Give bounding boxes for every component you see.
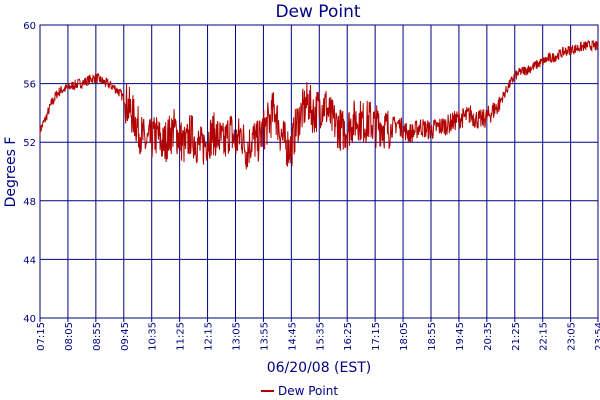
y-tick-label: 56 xyxy=(23,80,36,91)
y-tick-label: 48 xyxy=(23,197,36,208)
x-tick-label: 15:35 xyxy=(315,322,326,351)
legend-label-dew-point: Dew Point xyxy=(278,384,338,398)
x-tick-label: 12:15 xyxy=(204,322,215,351)
x-tick-label: 11:25 xyxy=(176,322,187,351)
x-axis-ticks: 07:15 08:05 08:55 09:45 10:35 11:25 12:15 13:05… xyxy=(36,322,600,351)
x-tick-label: 13:05 xyxy=(231,322,242,351)
x-tick-label: 08:05 xyxy=(64,322,75,351)
x-tick-label: 09:45 xyxy=(120,322,131,351)
plot-area-frame xyxy=(39,24,599,319)
x-tick-label: 14:45 xyxy=(287,322,298,351)
x-tick-label: 18:05 xyxy=(399,322,410,351)
x-tick-label: 19:45 xyxy=(455,322,466,351)
chart-grid xyxy=(39,24,599,322)
x-tick-label: 08:55 xyxy=(92,322,103,351)
x-tick-label: 13:55 xyxy=(259,322,270,351)
x-tick-label: 23:54 xyxy=(594,322,600,351)
y-tick-label: 40 xyxy=(23,314,36,325)
x-tick-label: 22:15 xyxy=(539,322,550,351)
y-axis-ticks: 40 44 48 52 56 60 xyxy=(23,21,36,325)
chart-legend: Dew Point xyxy=(261,384,338,398)
chart-title: Dew Point xyxy=(275,2,360,22)
x-tick-label: 20:35 xyxy=(483,322,494,351)
x-tick-label: 17:15 xyxy=(371,322,382,351)
x-tick-label: 10:35 xyxy=(148,322,159,351)
y-axis-label: Degrees F xyxy=(3,137,19,208)
x-tick-label: 23:05 xyxy=(567,322,578,351)
y-tick-label: 44 xyxy=(23,255,36,266)
y-tick-label: 60 xyxy=(23,21,36,32)
y-tick-label: 52 xyxy=(23,138,36,149)
x-tick-label: 21:25 xyxy=(511,322,522,351)
series-line-dew-point xyxy=(39,39,599,170)
x-tick-label: 16:25 xyxy=(343,322,354,351)
x-tick-label: 07:15 xyxy=(36,322,47,351)
x-axis-label: 06/20/08 (EST) xyxy=(267,360,372,376)
x-tick-label: 18:55 xyxy=(427,322,438,351)
